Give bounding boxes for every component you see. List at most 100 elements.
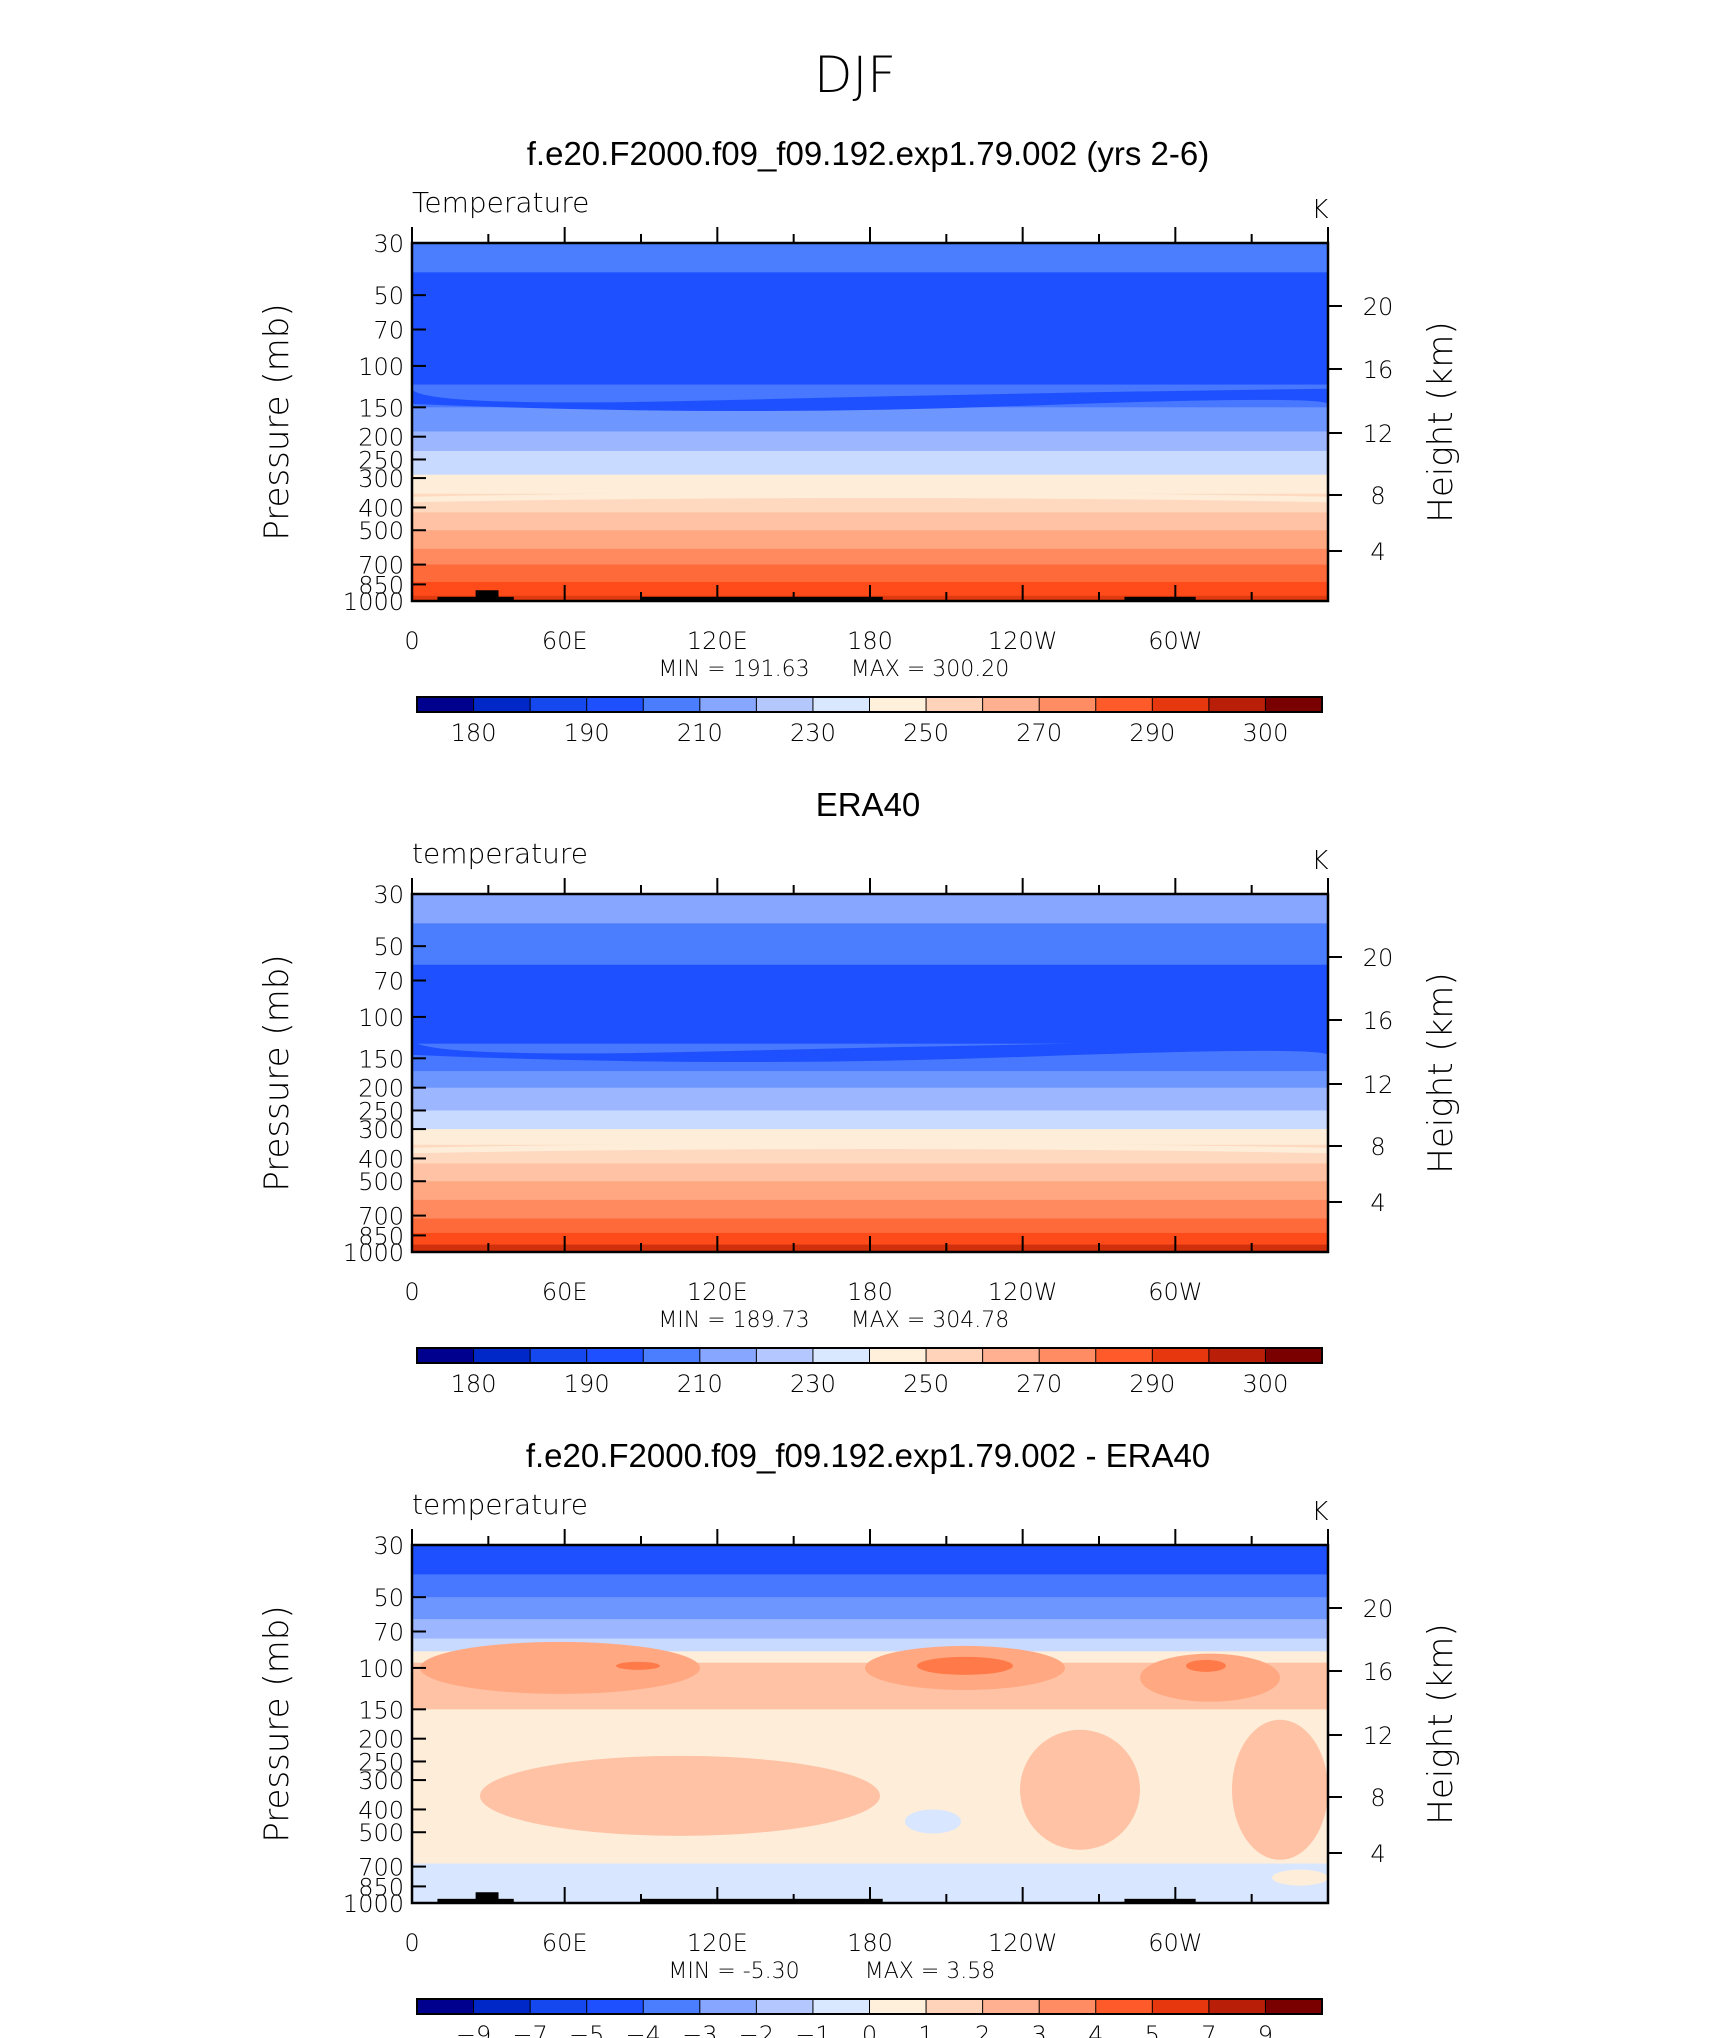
colorbar-tick-label: 1 xyxy=(918,2021,933,2038)
y-tick-label: 150 xyxy=(358,394,404,422)
contour-blob xyxy=(1140,1653,1280,1702)
colorbar-frame xyxy=(416,696,1323,713)
contour-field xyxy=(412,1545,1328,1904)
contour-band xyxy=(412,512,1328,531)
colorbar-swatch xyxy=(642,1998,701,2015)
colorbar-tick-label: −3 xyxy=(682,2021,717,2038)
y-tick-label: 200 xyxy=(358,1726,404,1754)
colorbar-swatch xyxy=(1038,696,1097,713)
max-value-label: MAX = 300.20 xyxy=(851,657,1010,682)
y-axis-height: 20 16 12 8 4 xyxy=(1328,293,1393,566)
panel-title: f.e20.F2000.f09_f09.192.exp1.79.002 (yrs… xyxy=(527,135,1209,172)
contour-field xyxy=(412,894,1328,1253)
colorbar-swatch xyxy=(812,1347,871,1364)
colorbar-swatch xyxy=(642,1347,701,1364)
variable-label: temperature xyxy=(412,1488,588,1521)
contour-blob xyxy=(480,1755,880,1836)
colorbar-swatch xyxy=(586,1347,645,1364)
x-tick-label: 60W xyxy=(1148,627,1202,655)
colorbar-tick-label: 190 xyxy=(564,719,610,747)
height-tick-label: 4 xyxy=(1370,538,1385,566)
colorbar-frame xyxy=(416,1998,1323,2015)
colorbar-tick-label: 270 xyxy=(1016,1370,1062,1398)
contour-band xyxy=(412,243,1328,273)
colorbar-tick-label: 180 xyxy=(451,719,497,747)
y-tick-label: 50 xyxy=(373,282,404,310)
contour-blob xyxy=(1020,1729,1140,1850)
y-tick-label: 200 xyxy=(358,1075,404,1103)
colorbar-swatch xyxy=(1095,1998,1154,2015)
y-tick-label: 850 xyxy=(358,1873,404,1901)
y-tick-label: 70 xyxy=(373,968,404,996)
topography-block xyxy=(641,1898,883,1903)
colorbar-swatch xyxy=(982,1998,1041,2015)
colorbar-swatch xyxy=(1038,1998,1097,2015)
x-tick-label: 60W xyxy=(1148,1278,1202,1306)
colorbar-tick-label: 230 xyxy=(790,1370,836,1398)
colorbar-swatch xyxy=(416,1347,475,1364)
contour-blob xyxy=(917,1656,1013,1675)
min-value-label: MIN = 189.73 xyxy=(658,1308,809,1333)
topography-peak xyxy=(475,590,499,601)
colorbar-tick-label: 290 xyxy=(1129,1370,1175,1398)
colorbar-tick-label: −1 xyxy=(795,2021,830,2038)
colorbar-swatch xyxy=(925,696,984,713)
x-tick-label: 120E xyxy=(687,1278,748,1306)
contour-band xyxy=(412,1619,1328,1640)
x-tick-label: 60E xyxy=(542,627,588,655)
colorbar-tick-label: 4 xyxy=(1088,2021,1103,2038)
y-tick-label: 250 xyxy=(358,1097,404,1125)
colorbar-tick-label: −2 xyxy=(739,2021,774,2038)
x-tick-label: 120W xyxy=(988,627,1058,655)
colorbar: 180 190 210 230 250 270 290 300 xyxy=(416,1347,1323,1398)
height-tick-label: 4 xyxy=(1370,1840,1385,1868)
y-tick-label: 300 xyxy=(358,1767,404,1795)
height-tick-label: 16 xyxy=(1363,1658,1394,1686)
max-value-label: MAX = 304.78 xyxy=(851,1308,1010,1333)
contour-band xyxy=(412,530,1328,550)
x-axis: 0 60E 120E 180 120W 60W xyxy=(404,227,1329,655)
colorbar-swatch xyxy=(529,1998,588,2015)
colorbar-swatch xyxy=(755,1998,814,2015)
y-tick-label: 30 xyxy=(373,881,404,909)
y-tick-label: 1000 xyxy=(343,588,404,616)
y-tick-label: 700 xyxy=(358,552,404,580)
colorbar-swatch xyxy=(642,696,701,713)
units-label: K xyxy=(1311,195,1328,225)
contour-band xyxy=(412,1597,1328,1620)
colorbar-tick-label: 290 xyxy=(1129,719,1175,747)
y-tick-label: 100 xyxy=(358,1004,404,1032)
y-tick-label: 70 xyxy=(373,1619,404,1647)
y-tick-label: 300 xyxy=(358,1116,404,1144)
height-tick-label: 12 xyxy=(1363,420,1394,448)
units-label: K xyxy=(1311,846,1328,876)
contour-band xyxy=(412,1651,1328,1664)
y-tick-label: 200 xyxy=(358,424,404,452)
y-tick-label: 500 xyxy=(358,517,404,545)
colorbar-tick-label: 230 xyxy=(790,719,836,747)
x-tick-label: 180 xyxy=(847,627,893,655)
contour-band xyxy=(412,1199,1328,1219)
y-tick-label: 850 xyxy=(358,571,404,599)
colorbar-swatch xyxy=(586,696,645,713)
colorbar-tick-label: 300 xyxy=(1243,719,1289,747)
x-tick-label: 0 xyxy=(404,1929,419,1957)
y-tick-label: 700 xyxy=(358,1203,404,1231)
y-tick-label: 30 xyxy=(373,230,404,258)
contour-band xyxy=(412,1071,1328,1089)
y-tick-label: 400 xyxy=(358,1145,404,1173)
contour-blob xyxy=(420,1641,700,1694)
height-tick-label: 20 xyxy=(1363,944,1394,972)
x-axis: 0 60E 120E 180 120W 60W xyxy=(404,878,1329,1306)
colorbar-swatch xyxy=(416,696,475,713)
contour-field xyxy=(412,243,1328,602)
colorbar-tick-label: 2 xyxy=(975,2021,990,2038)
colorbar-swatch xyxy=(473,696,532,713)
height-tick-label: 12 xyxy=(1363,1071,1394,1099)
colorbar-tick-label: −5 xyxy=(569,2021,604,2038)
contour-wave xyxy=(412,1039,1328,1063)
contour-band xyxy=(412,1574,1328,1598)
contour-band xyxy=(412,1545,1328,1575)
contour-wave xyxy=(412,388,1328,412)
